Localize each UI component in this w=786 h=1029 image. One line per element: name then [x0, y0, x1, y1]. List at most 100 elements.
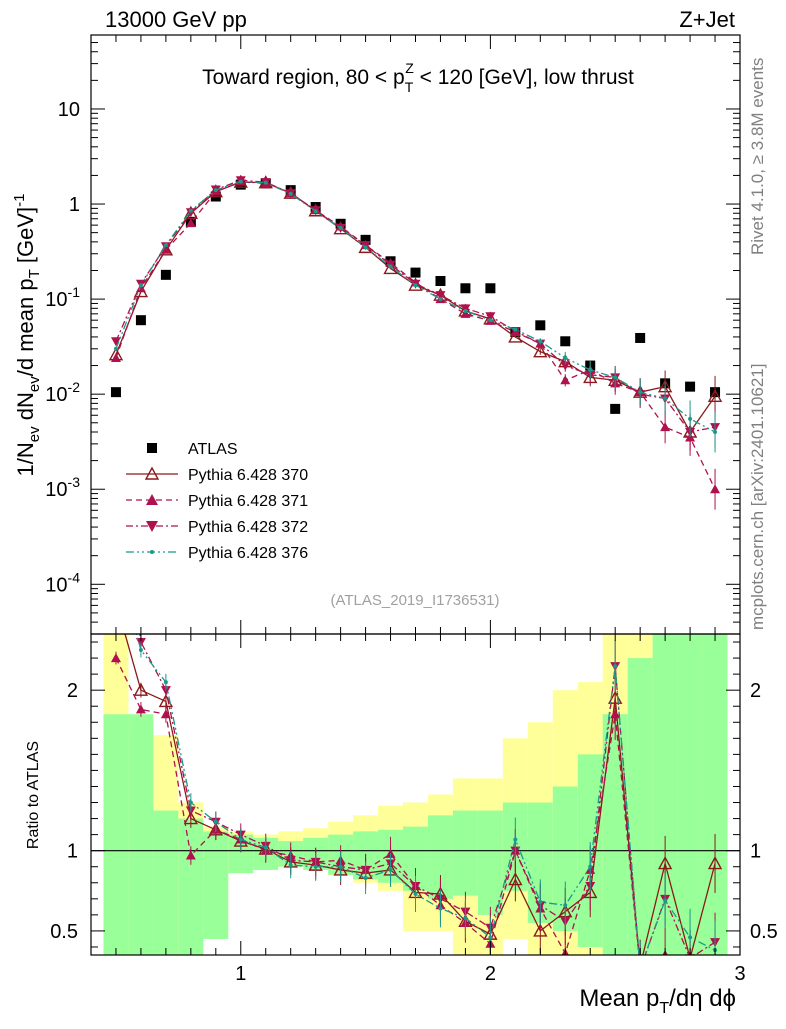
plot-title-sup: Z [405, 60, 414, 76]
legend-label: Pythia 6.428 371 [188, 493, 308, 510]
legend-entry: ATLAS [147, 441, 238, 458]
main-point [110, 353, 121, 363]
ratio-point [513, 837, 518, 842]
ratio-y-tick-label-right: 0.5 [750, 921, 778, 943]
ratio-point [588, 864, 593, 869]
main-point [135, 315, 146, 326]
ylabel-e: /d mean p [13, 278, 38, 376]
ratio-point [488, 935, 493, 940]
ratio-point [688, 935, 693, 940]
main-point [563, 356, 568, 361]
ratio-point [110, 596, 122, 607]
inner-band-bin [203, 831, 229, 939]
ylabel-h: -1 [11, 194, 28, 207]
main-point [208, 184, 223, 198]
inner-band-bin [452, 810, 478, 896]
main-point [588, 367, 593, 372]
ratio-series [110, 596, 723, 972]
main-point [560, 336, 571, 347]
main-point [685, 381, 696, 392]
main-point [308, 203, 323, 217]
ratio-point [657, 856, 673, 870]
main-point [263, 180, 268, 185]
ratio-point [610, 709, 621, 719]
legend-marker [147, 443, 157, 453]
main-point [383, 261, 398, 275]
ratio-point [338, 864, 343, 869]
x-tick-label: 3 [734, 963, 745, 985]
process-label: Z+Jet [679, 7, 735, 32]
main-point [360, 234, 371, 245]
main-point [533, 344, 548, 358]
main-point [538, 339, 543, 344]
legend-label: Pythia 6.428 372 [188, 519, 308, 536]
main-point [613, 375, 618, 380]
inner-band-bin [103, 714, 129, 955]
legend-entry: Pythia 6.428 376 [126, 545, 308, 562]
main-point [110, 387, 121, 398]
legend-entry: Pythia 6.428 370 [126, 466, 308, 484]
ratio-point [635, 963, 645, 972]
ratio-y-tick-label: 0.5 [50, 921, 78, 943]
y-tick-label: 10 [58, 99, 80, 121]
ratio-point [110, 653, 121, 663]
main-point [707, 388, 723, 402]
main-point [508, 329, 523, 343]
rivet-version-label: Rivet 4.1.0, ≥ 3.8M events [748, 58, 767, 255]
ylabel-a: 1/N [13, 442, 38, 476]
xlabel-b: T [659, 1000, 669, 1017]
main-point [338, 225, 343, 230]
energy-label: 13000 GeV pp [105, 7, 247, 32]
ratio-point [438, 906, 443, 911]
ratio-point [160, 709, 171, 719]
inner-band-bin [677, 634, 703, 955]
main-line [115, 180, 716, 433]
inner-band-bin [153, 810, 179, 955]
main-series-pythia-6.428-371 [110, 176, 721, 510]
main-point [560, 375, 571, 385]
plot-title: Toward region, 80 < pTZ < 120 [GeV], low… [202, 60, 634, 95]
inner-band-bin [178, 818, 204, 955]
main-point [510, 327, 521, 337]
main-point [185, 218, 196, 228]
main-point [438, 297, 443, 302]
ylabel-c: dN [13, 392, 38, 426]
y-tick-label: 10-2 [45, 379, 80, 406]
legend-label: Pythia 6.428 370 [188, 467, 308, 484]
ratio-point [238, 837, 243, 842]
main-point [233, 174, 248, 188]
main-series-atlas [110, 178, 721, 414]
legend-label: ATLAS [188, 441, 238, 458]
ratio-point [133, 682, 149, 696]
ratio-point [563, 903, 568, 908]
main-point [160, 269, 171, 280]
xlabel-c: /dη dϕ [669, 985, 736, 1012]
xlabel: Mean pT/dη dϕ [579, 985, 736, 1017]
ratio-point [160, 686, 171, 696]
main-point [488, 318, 493, 323]
main-point [435, 276, 446, 287]
ratio-point [538, 900, 543, 905]
y-tick-label: 10-3 [45, 474, 80, 501]
ratio-y-tick-label: 2 [67, 680, 78, 702]
inner-band-bin [702, 634, 728, 955]
main-series-pythia-6.428-376 [113, 179, 718, 453]
xlabel-a: Mean p [579, 985, 659, 1012]
main-point [560, 361, 571, 371]
legend-marker [146, 494, 158, 505]
main-point [313, 209, 318, 214]
main-point [463, 308, 468, 313]
legend-marker [144, 466, 160, 480]
inner-band-bin [128, 714, 154, 955]
y-tick-label: 10-1 [45, 284, 80, 311]
main-point [413, 283, 418, 288]
main-point [610, 403, 621, 414]
ratio-point [463, 916, 468, 921]
legend: ATLAS Pythia 6.428 370 Pythia 6.428 371 Pyt… [126, 441, 308, 562]
ratio-point [663, 898, 668, 903]
ratio-point [638, 966, 642, 970]
main-series-pythia-6.428-370 [108, 174, 723, 451]
main-series [108, 174, 723, 510]
main-point [485, 312, 496, 322]
